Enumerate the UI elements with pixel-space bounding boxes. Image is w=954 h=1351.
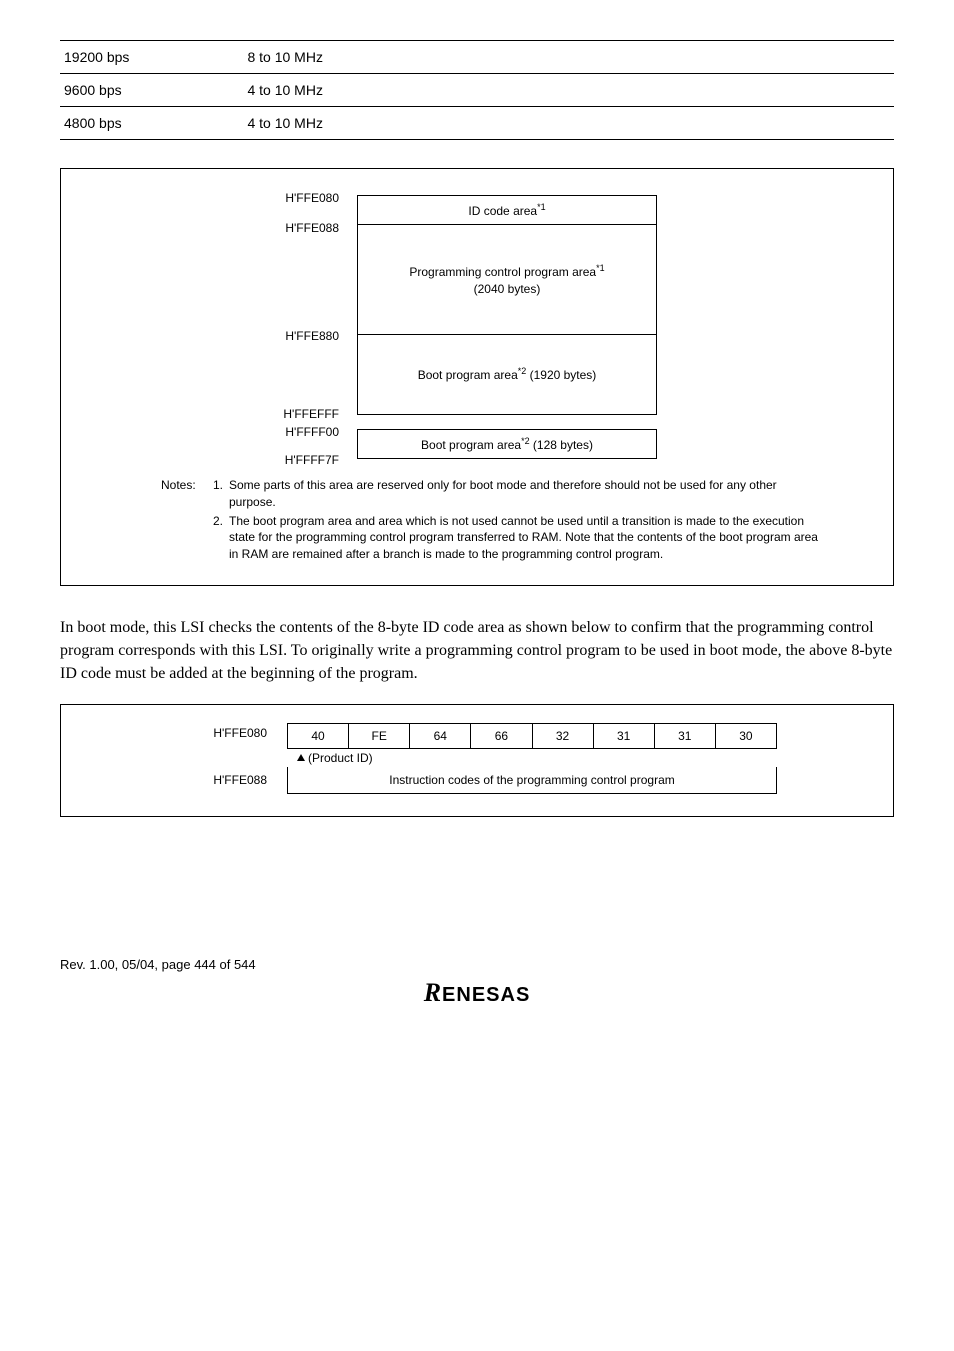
product-id-label: (Product ID) — [287, 749, 817, 767]
note-2-num: 2. — [213, 513, 229, 563]
page-footer: Rev. 1.00, 05/04, page 444 of 544 RENESA… — [60, 957, 894, 1008]
block3a-sup: *2 — [518, 366, 527, 376]
block-boot-1920-text: Boot program area*2 (1920 bytes) — [418, 365, 597, 383]
rate-cell: 19200 bps — [60, 41, 243, 74]
rev-text: Rev. 1.00, 05/04, page 444 of 544 — [60, 957, 894, 972]
block1-label: ID code area — [468, 204, 537, 218]
note-1-num: 1. — [213, 477, 229, 511]
table-row: 19200 bps8 to 10 MHz — [60, 41, 894, 74]
block2a-label: Programming control program area — [409, 265, 596, 279]
memory-map: H'FFE080 ID code area*1 H'FFE088 Program… — [157, 195, 797, 459]
id-code-cell: 64 — [409, 724, 470, 748]
block3a-label: Boot program area — [418, 368, 518, 382]
note-2-text: The boot program area and area which is … — [229, 513, 823, 563]
id-code-cell: 31 — [654, 724, 715, 748]
id-code-row: 40FE646632313130 — [287, 723, 777, 749]
addr-ffe880: H'FFE880 — [157, 329, 347, 343]
block-prog-ctrl-text: Programming control program area*1 (2040 … — [409, 262, 604, 296]
logo-r: R — [424, 978, 442, 1007]
note-1-text: Some parts of this area are reserved onl… — [229, 477, 823, 511]
block-id-code-text: ID code area*1 — [468, 201, 545, 219]
bitrate-table-body: 19200 bps8 to 10 MHz9600 bps4 to 10 MHz4… — [60, 41, 894, 140]
memory-map-figure: H'FFE080 ID code area*1 H'FFE088 Program… — [60, 168, 894, 586]
id-addr-2: H'FFE088 — [137, 773, 277, 787]
block-prog-ctrl: Programming control program area*1 (2040 … — [357, 225, 657, 335]
block4a-label: Boot program area — [421, 438, 521, 452]
table-row: 9600 bps4 to 10 MHz — [60, 74, 894, 107]
addr-ffff7f: H'FFFF7F — [157, 453, 347, 467]
addr-ffe088: H'FFE088 — [157, 221, 347, 235]
body-paragraph: In boot mode, this LSI checks the conten… — [60, 616, 894, 686]
id-code-figure: H'FFE080 40FE646632313130 (Product ID) H… — [60, 704, 894, 817]
logo-text: ENESAS — [442, 984, 530, 1006]
block4a-sup: *2 — [521, 436, 530, 446]
bitrate-table: 19200 bps8 to 10 MHz9600 bps4 to 10 MHz4… — [60, 40, 894, 140]
renesas-logo: RENESAS — [60, 978, 894, 1008]
freq-cell: 4 to 10 MHz — [243, 107, 894, 140]
addr-ffff00: H'FFFF00 — [157, 425, 347, 439]
addr-ffefff: H'FFEFFF — [157, 407, 347, 421]
id-code-cell: 30 — [715, 724, 776, 748]
block-id-code: ID code area*1 — [357, 195, 657, 225]
block-boot-1920: Boot program area*2 (1920 bytes) — [357, 335, 657, 415]
block-boot-128-text: Boot program area*2 (128 bytes) — [421, 435, 593, 453]
id-code-cell: 31 — [593, 724, 654, 748]
block2a-sup: *1 — [596, 263, 605, 273]
table-row: 4800 bps4 to 10 MHz — [60, 107, 894, 140]
id-code-cell: 32 — [532, 724, 593, 748]
block3b-label: (1920 bytes) — [526, 368, 596, 382]
product-id-text: (Product ID) — [308, 751, 373, 765]
id-code-wrap: H'FFE080 40FE646632313130 (Product ID) H… — [137, 723, 817, 794]
addr-ffe080: H'FFE080 — [157, 191, 347, 205]
rate-cell: 9600 bps — [60, 74, 243, 107]
id-code-cell: 40 — [288, 724, 348, 748]
id-instruction-row: Instruction codes of the programming con… — [287, 767, 777, 794]
rate-cell: 4800 bps — [60, 107, 243, 140]
block-boot-128: Boot program area*2 (128 bytes) — [357, 429, 657, 459]
freq-cell: 8 to 10 MHz — [243, 41, 894, 74]
block4b-label: (128 bytes) — [530, 438, 593, 452]
arrow-up-icon — [297, 754, 305, 761]
id-code-cell: FE — [348, 724, 409, 748]
id-addr-1: H'FFE080 — [137, 726, 277, 740]
freq-cell: 4 to 10 MHz — [243, 74, 894, 107]
gap — [357, 415, 797, 429]
notes: Notes: 1. Some parts of this area are re… — [161, 477, 823, 565]
notes-label: Notes: — [161, 477, 213, 565]
id-code-cell: 66 — [470, 724, 531, 748]
block2b-label: (2040 bytes) — [474, 282, 541, 296]
block1-sup: *1 — [537, 202, 546, 212]
